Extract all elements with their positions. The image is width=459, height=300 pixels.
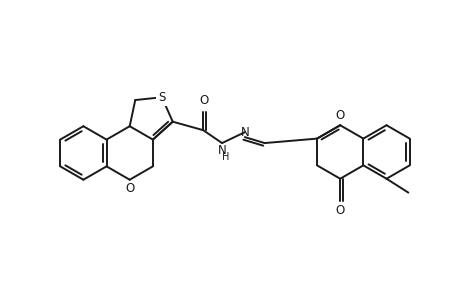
Text: O: O — [199, 94, 208, 107]
Text: N: N — [217, 144, 226, 157]
Text: O: O — [335, 109, 344, 122]
Text: S: S — [158, 91, 165, 104]
Text: O: O — [335, 203, 344, 217]
Text: H: H — [222, 152, 229, 162]
Text: O: O — [125, 182, 134, 195]
Text: N: N — [240, 126, 249, 139]
